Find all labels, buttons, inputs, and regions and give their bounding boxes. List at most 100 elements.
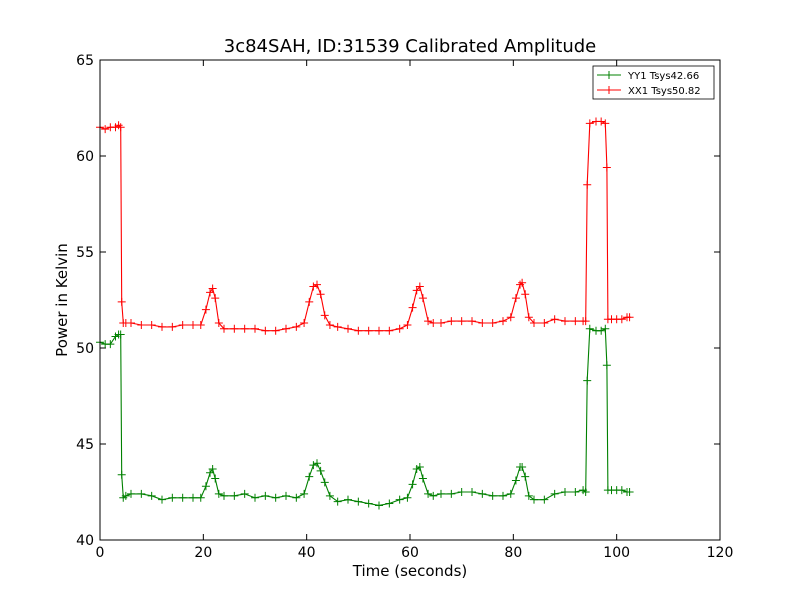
data-point	[375, 501, 383, 510]
data-point	[333, 322, 342, 331]
data-point	[333, 497, 342, 506]
data-point	[320, 311, 329, 320]
data-point	[201, 482, 210, 491]
x-axis-label: Time (seconds)	[352, 562, 468, 580]
data-point	[261, 326, 270, 335]
data-point	[300, 319, 309, 328]
data-point	[540, 319, 549, 328]
legend-marker	[605, 86, 613, 94]
y-tick-label: 55	[76, 245, 94, 261]
data-point	[320, 478, 329, 487]
x-tick-label: 0	[96, 545, 105, 561]
x-tick-label: 20	[194, 545, 212, 561]
data-point	[117, 470, 126, 479]
data-point	[309, 461, 318, 470]
data-point	[408, 480, 417, 489]
data-point	[300, 489, 309, 498]
plot-frame	[99, 59, 721, 541]
data-point	[408, 303, 417, 312]
data-point	[506, 313, 515, 322]
data-point	[240, 324, 249, 333]
data-point	[602, 163, 611, 172]
data-point	[403, 320, 412, 329]
data-point	[208, 284, 217, 293]
data-point	[415, 463, 424, 472]
data-point	[403, 493, 412, 502]
data-point	[457, 488, 466, 496]
data-point	[550, 315, 559, 324]
data-point	[137, 489, 146, 498]
data-point	[585, 324, 594, 333]
data-point	[201, 305, 210, 314]
data-point	[117, 297, 126, 306]
data-point	[447, 489, 456, 498]
data-point	[211, 294, 220, 303]
series-1	[96, 117, 634, 335]
y-axis-label: Power in Kelvin	[53, 243, 71, 357]
data-point	[521, 290, 530, 299]
data-point	[468, 488, 476, 496]
data-point	[325, 491, 334, 500]
axis-ticks: 0 20 40 60 80 100 120 40 45 50 55 60 65	[76, 53, 733, 561]
data-point	[499, 491, 507, 500]
data-point	[585, 119, 594, 128]
data-point	[168, 493, 177, 502]
data-point	[581, 488, 590, 496]
data-point	[116, 123, 125, 132]
data-point	[116, 330, 125, 339]
data-point	[447, 317, 456, 326]
x-tick-label: 100	[603, 545, 630, 561]
data-point	[316, 290, 325, 299]
data-point	[524, 491, 533, 500]
data-point	[521, 472, 530, 481]
legend-box	[592, 65, 715, 100]
data-point	[581, 317, 590, 326]
data-point	[617, 315, 626, 324]
plot-area	[100, 60, 720, 540]
data-point	[292, 322, 301, 331]
data-point	[602, 361, 611, 370]
data-point	[601, 324, 610, 333]
legend-label: XX1 Tsys50.82	[628, 86, 701, 97]
data-point	[424, 317, 433, 326]
data-point	[429, 319, 438, 328]
data-point	[583, 180, 592, 189]
data-point	[478, 319, 487, 328]
data-point	[385, 499, 394, 508]
data-point	[240, 489, 249, 498]
legend-label: YY1 Tsys42.66	[627, 71, 699, 82]
data-point	[415, 282, 424, 291]
y-tick-label: 45	[76, 437, 94, 453]
data-point	[101, 125, 110, 134]
data-point	[488, 491, 497, 500]
data-point	[516, 280, 525, 289]
data-point	[214, 489, 223, 498]
data-point	[214, 319, 223, 328]
data-point	[220, 324, 228, 333]
data-point	[189, 493, 197, 502]
data-point	[106, 340, 115, 349]
data-point	[364, 326, 373, 335]
x-tick-label: 60	[401, 545, 419, 561]
data-point	[506, 489, 515, 498]
data-point	[499, 317, 507, 326]
data-point	[230, 324, 239, 333]
data-point	[511, 294, 520, 303]
series-0	[96, 324, 634, 510]
data-point	[597, 326, 606, 335]
x-tick-label: 120	[707, 545, 734, 561]
data-point	[158, 495, 166, 504]
data-point	[189, 320, 197, 329]
data-point	[530, 319, 538, 328]
data-point	[305, 472, 314, 481]
data-point	[208, 464, 217, 473]
data-point	[518, 278, 527, 287]
data-point	[617, 486, 626, 495]
data-point	[561, 317, 569, 326]
data-point	[251, 493, 259, 502]
data-point	[305, 297, 314, 306]
x-tick-label: 80	[504, 545, 522, 561]
series-layer	[96, 117, 634, 510]
data-point	[457, 317, 466, 326]
data-point	[468, 317, 476, 326]
